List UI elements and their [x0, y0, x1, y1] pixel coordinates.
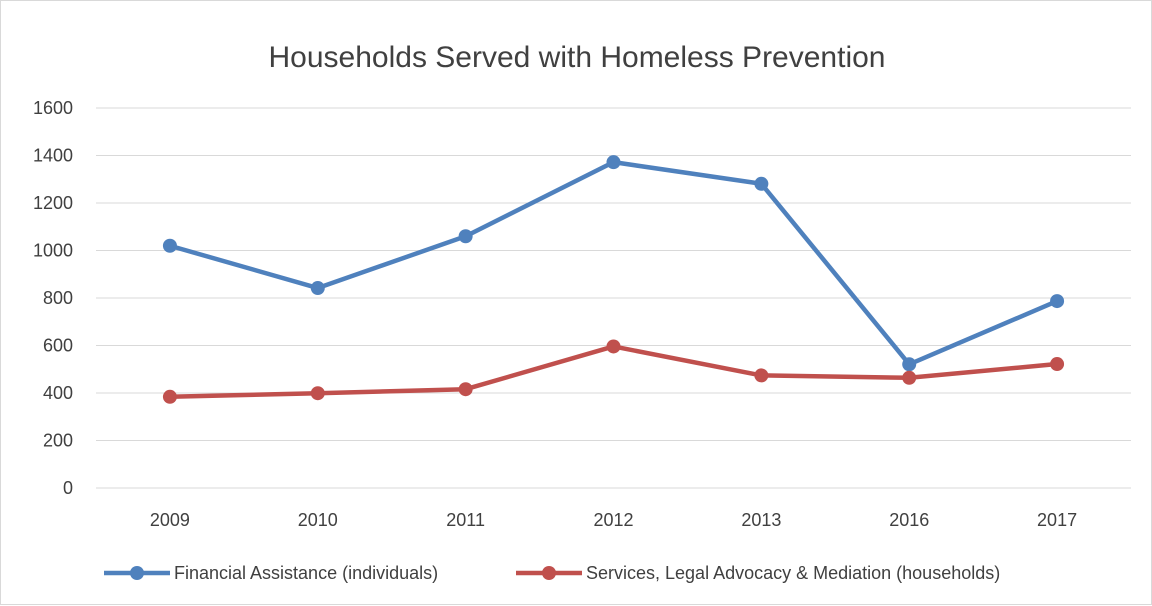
x-tick-label: 2009	[150, 510, 190, 530]
x-tick-label: 2017	[1037, 510, 1077, 530]
y-tick-label: 1000	[33, 241, 73, 261]
y-tick-label: 400	[43, 383, 73, 403]
y-tick-label: 200	[43, 431, 73, 451]
data-point	[310, 281, 325, 296]
data-point	[310, 386, 325, 401]
y-axis-labels: 0 200 400 600 800 1000 1200 1400 1600	[33, 98, 73, 498]
legend-item: Services, Legal Advocacy & Mediation (ho…	[516, 563, 1000, 583]
data-point	[606, 339, 621, 354]
legend-label: Financial Assistance (individuals)	[174, 563, 438, 583]
y-tick-label: 600	[43, 336, 73, 356]
data-point	[606, 155, 621, 170]
x-tick-label: 2010	[298, 510, 338, 530]
data-point	[1050, 357, 1065, 372]
data-point	[162, 389, 177, 404]
x-tick-label: 2011	[446, 510, 485, 530]
legend-item: Financial Assistance (individuals)	[104, 563, 438, 583]
chart-title: Households Served with Homeless Preventi…	[269, 41, 886, 74]
series-line	[167, 159, 1060, 367]
x-tick-label: 2012	[593, 510, 633, 530]
legend-swatch-marker	[130, 566, 144, 580]
x-tick-label: 2013	[741, 510, 781, 530]
y-tick-label: 800	[43, 288, 73, 308]
legend: Financial Assistance (individuals) Servic…	[104, 563, 1000, 583]
y-tick-label: 0	[63, 478, 73, 498]
legend-label: Services, Legal Advocacy & Mediation (ho…	[586, 563, 1000, 583]
series-2	[162, 339, 1065, 404]
x-axis-labels: 2009 2010 2011 2012 2013 2016 2017	[150, 510, 1077, 530]
data-point	[162, 238, 177, 253]
data-point	[902, 357, 917, 372]
series-layer	[162, 155, 1065, 404]
data-point	[458, 229, 473, 244]
data-point	[754, 368, 769, 383]
y-tick-label: 1600	[33, 98, 73, 118]
x-tick-label: 2016	[889, 510, 929, 530]
y-tick-label: 1400	[33, 146, 73, 166]
y-tick-label: 1200	[33, 193, 73, 213]
legend-swatch-marker	[542, 566, 556, 580]
data-point	[754, 176, 769, 191]
series-line	[167, 344, 1060, 400]
data-point	[902, 370, 917, 385]
data-point	[458, 382, 473, 397]
data-point	[1050, 294, 1065, 309]
series-1	[162, 155, 1065, 372]
